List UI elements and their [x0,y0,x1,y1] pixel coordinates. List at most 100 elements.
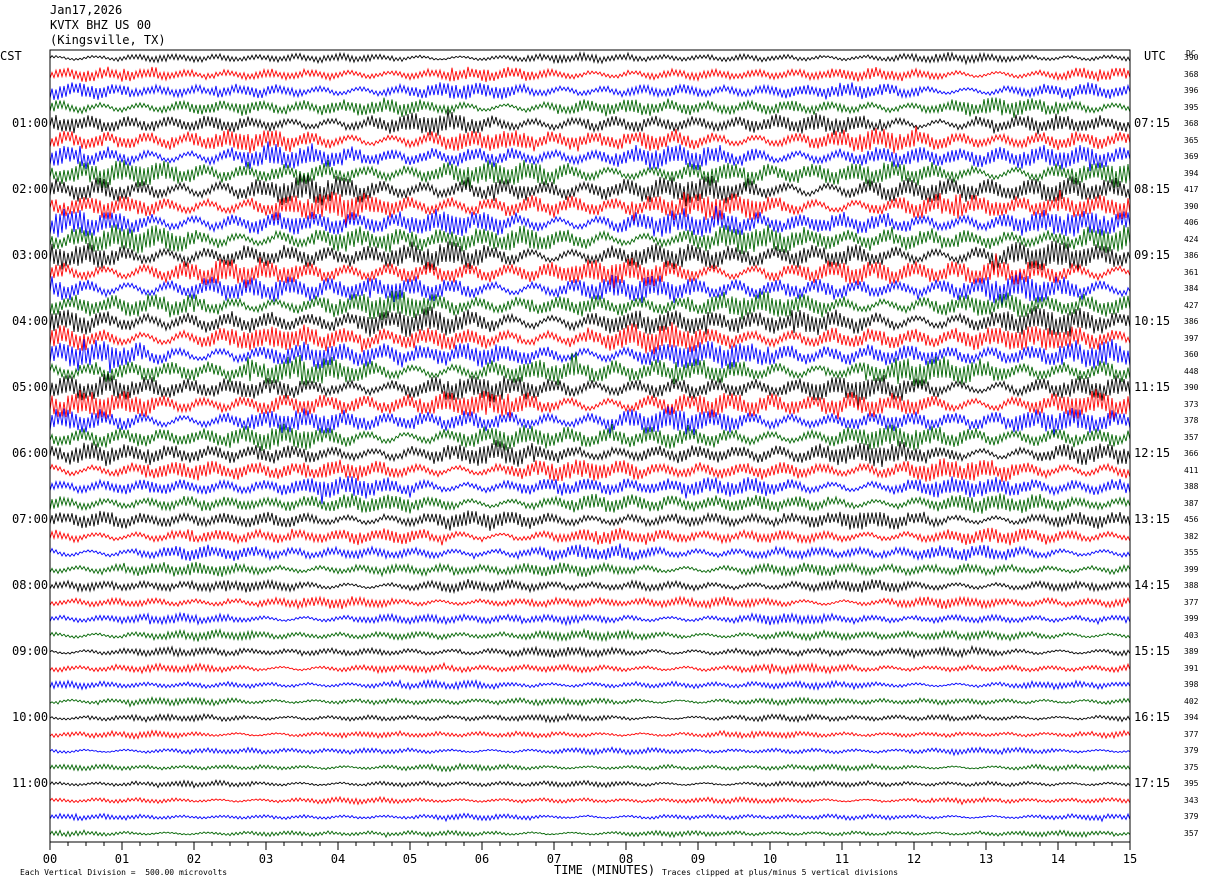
utc-tick-10:15: 10:15 [1134,314,1171,328]
dc-offset-37: 389 [1184,647,1199,656]
trace-22 [49,389,1131,420]
dc-offset-29: 456 [1184,515,1199,524]
x-tick-label-02: 02 [186,852,202,866]
utc-tick-09:15: 09:15 [1134,248,1171,262]
cst-tick-01:00: 01:00 [12,116,49,130]
trace-18 [49,322,1131,355]
dc-offset-35: 399 [1184,614,1199,623]
x-tick-label-11: 11 [834,852,850,866]
trace-26 [49,458,1131,482]
cst-tick-06:00: 06:00 [12,446,49,460]
station-label: KVTX BHZ US 00 [50,18,152,32]
cst-tick-08:00: 08:00 [12,578,49,592]
utc-tick-08:15: 08:15 [1134,182,1171,196]
trace-34 [49,595,1131,611]
trace-15 [49,272,1131,305]
trace-36 [49,627,1131,643]
dc-offset-31: 355 [1184,548,1199,557]
dc-offset-44: 375 [1184,762,1199,772]
utc-tick-14:15: 14:15 [1134,578,1171,592]
utc-axis-label: UTC [1144,49,1166,63]
dc-offset-42: 377 [1184,729,1199,739]
trace-30 [49,527,1131,546]
trace-12 [49,224,1131,255]
dc-offset-28: 387 [1184,498,1199,508]
dc-offset-38: 391 [1184,663,1199,673]
dc-offset-13: 386 [1184,251,1199,260]
trace-3 [49,82,1131,100]
trace-10 [49,190,1131,228]
trace-29 [49,510,1131,531]
trace-41 [49,712,1131,724]
trace-24 [49,423,1131,451]
trace-9 [49,173,1131,207]
date-label: Jan17,2026 [50,3,123,17]
trace-28 [49,493,1131,514]
x-tick-marks [49,842,1131,850]
dc-offset-15: 384 [1184,284,1199,293]
trace-4 [49,97,1131,118]
trace-20 [49,352,1131,388]
trace-38 [49,661,1131,676]
utc-tick-07:15: 07:15 [1134,116,1171,130]
x-tick-label-12: 12 [906,852,922,866]
dc-offset-26: 411 [1184,465,1199,475]
cst-tick-03:00: 03:00 [12,248,49,262]
x-tick-label-14: 14 [1050,852,1066,866]
trace-48 [49,829,1131,839]
trace-47 [49,812,1131,823]
dc-offset-34: 377 [1184,597,1199,607]
dc-offset-17: 386 [1184,317,1199,326]
scale-note: Each Vertical Division = 500.00 microvol… [20,868,228,877]
dc-offset-25: 366 [1184,449,1199,458]
dc-offset-32: 399 [1184,564,1199,574]
dc-offset-30: 382 [1184,531,1199,541]
cst-tick-11:00: 11:00 [12,776,49,790]
trace-7 [49,141,1131,171]
dc-offset-20: 448 [1184,366,1199,376]
cst-tick-07:00: 07:00 [12,512,49,526]
dc-offset-12: 424 [1184,234,1199,244]
utc-tick-16:15: 16:15 [1134,710,1171,724]
cst-tick-09:00: 09:00 [12,644,49,658]
trace-39 [49,678,1131,691]
trace-19 [49,338,1131,374]
dc-offset-4: 395 [1184,102,1199,112]
cst-tick-04:00: 04:00 [12,314,49,328]
dc-offset-41: 394 [1184,713,1199,722]
dc-offset-16: 427 [1184,300,1199,310]
dc-offset-19: 360 [1184,350,1199,359]
dc-offset-18: 397 [1184,333,1199,343]
dc-offset-6: 365 [1184,135,1199,145]
dc-offset-7: 369 [1184,152,1199,161]
trace-16 [49,290,1131,321]
trace-43 [49,746,1131,757]
dc-offset-14: 361 [1184,267,1199,277]
trace-31 [49,543,1131,562]
x-tick-label-00: 00 [42,852,58,866]
trace-25 [49,440,1131,468]
clip-note: Traces clipped at plus/minus 5 vertical … [662,868,899,877]
location-label: (Kingsville, TX) [50,33,166,47]
dc-offset-10: 390 [1184,201,1199,211]
dc-offset-3: 396 [1184,86,1199,95]
trace-40 [49,695,1131,708]
dc-offset-23: 378 [1184,416,1199,425]
dc-offset-22: 373 [1184,399,1199,409]
trace-42 [49,729,1131,740]
trace-6 [49,126,1131,154]
trace-2 [49,66,1131,83]
trace-45 [49,778,1131,789]
cst-axis-label: CST [0,49,22,63]
x-tick-label-15: 15 [1122,852,1138,866]
trace-13 [49,240,1131,272]
trace-5 [49,109,1131,136]
dc-offset-39: 398 [1184,680,1199,689]
trace-32 [49,561,1131,578]
dc-offset-46: 343 [1184,795,1199,805]
trace-37 [49,644,1131,660]
dc-offset-2: 368 [1184,69,1199,79]
x-tick-label-04: 04 [330,852,346,866]
dc-offset-24: 357 [1184,432,1199,442]
